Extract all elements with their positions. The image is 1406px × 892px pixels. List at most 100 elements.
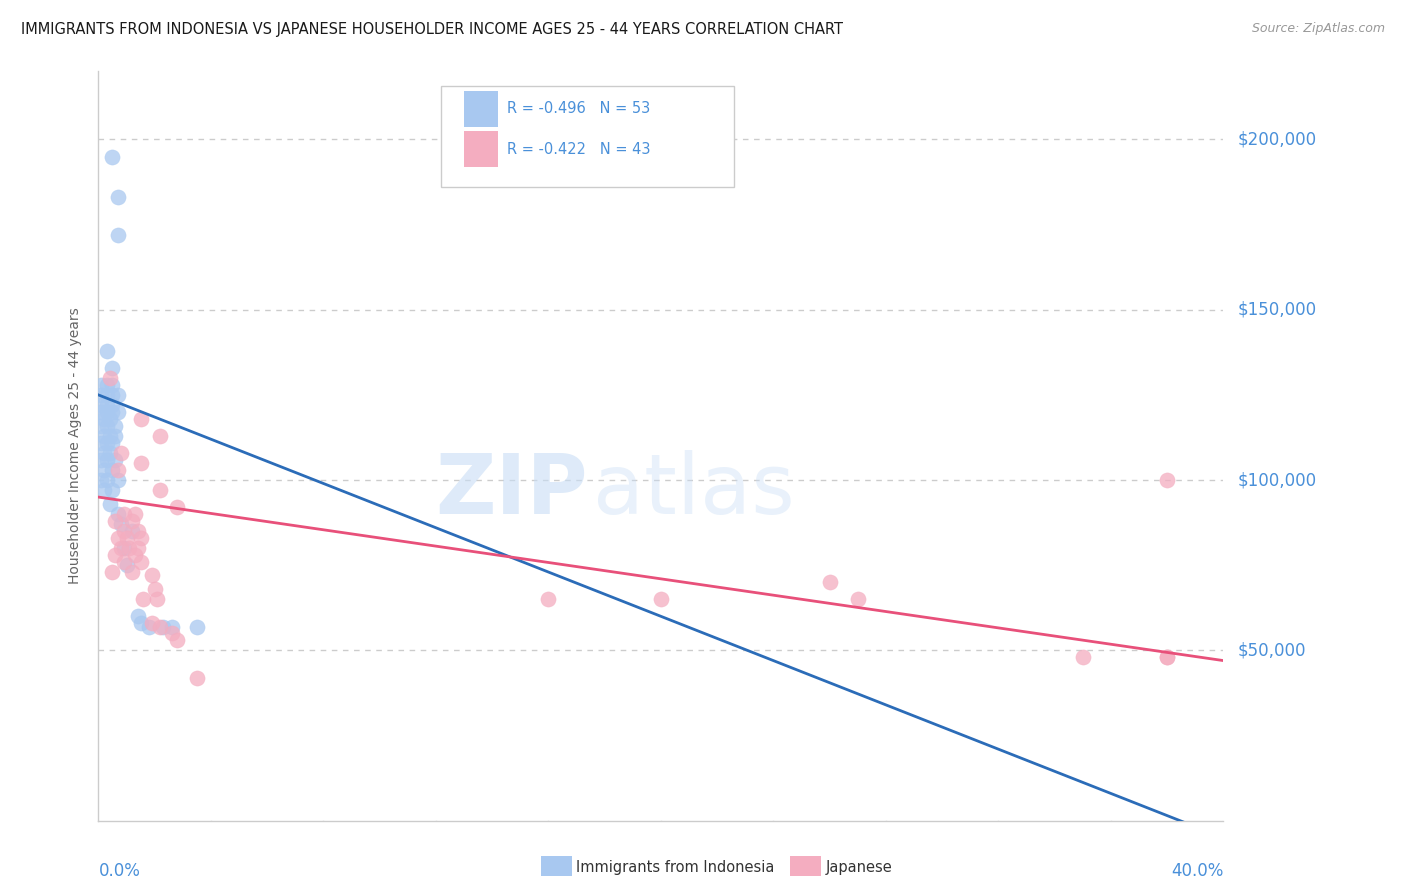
- Point: [166, 500, 188, 515]
- Point: [96, 377, 118, 392]
- Point: [96, 343, 118, 358]
- Text: $100,000: $100,000: [1237, 471, 1317, 489]
- Point: [104, 418, 127, 433]
- Point: [149, 619, 172, 633]
- Point: [101, 388, 124, 402]
- Point: [96, 435, 118, 450]
- Bar: [464, 91, 498, 127]
- Point: [818, 575, 841, 590]
- Point: [129, 411, 152, 425]
- Point: [90, 435, 112, 450]
- Point: [98, 371, 121, 385]
- Point: [1156, 650, 1178, 665]
- Point: [101, 149, 124, 163]
- Point: [101, 483, 124, 498]
- Point: [101, 377, 124, 392]
- Text: R = -0.496   N = 53: R = -0.496 N = 53: [506, 101, 650, 116]
- Point: [127, 609, 149, 624]
- Point: [107, 473, 129, 487]
- Point: [112, 507, 135, 521]
- Point: [93, 483, 115, 498]
- Point: [96, 418, 118, 433]
- FancyBboxPatch shape: [441, 87, 734, 187]
- Point: [101, 360, 124, 375]
- Text: R = -0.422   N = 43: R = -0.422 N = 43: [506, 142, 650, 157]
- Point: [96, 405, 118, 419]
- Point: [124, 548, 146, 562]
- Point: [104, 514, 127, 528]
- Bar: [464, 131, 498, 167]
- Text: $200,000: $200,000: [1237, 130, 1317, 148]
- Point: [141, 616, 163, 631]
- Point: [166, 633, 188, 648]
- Point: [149, 483, 172, 498]
- Point: [160, 619, 183, 633]
- Point: [104, 548, 127, 562]
- Text: IMMIGRANTS FROM INDONESIA VS JAPANESE HOUSEHOLDER INCOME AGES 25 - 44 YEARS CORR: IMMIGRANTS FROM INDONESIA VS JAPANESE HO…: [21, 22, 844, 37]
- Point: [90, 473, 112, 487]
- Point: [96, 388, 118, 402]
- Point: [112, 541, 135, 556]
- Point: [90, 398, 112, 412]
- Point: [118, 541, 141, 556]
- Point: [107, 507, 129, 521]
- Point: [129, 555, 152, 569]
- Point: [1156, 650, 1178, 665]
- Point: [138, 619, 160, 633]
- Point: [107, 405, 129, 419]
- Point: [90, 377, 112, 392]
- Point: [104, 429, 127, 443]
- Point: [129, 456, 152, 470]
- Point: [121, 565, 143, 579]
- Point: [132, 592, 155, 607]
- Point: [112, 555, 135, 569]
- Point: [186, 619, 208, 633]
- Point: [107, 227, 129, 242]
- Point: [127, 541, 149, 556]
- Point: [96, 473, 118, 487]
- Point: [149, 429, 172, 443]
- Point: [98, 411, 121, 425]
- Point: [110, 446, 132, 460]
- Text: Source: ZipAtlas.com: Source: ZipAtlas.com: [1251, 22, 1385, 36]
- Point: [127, 524, 149, 538]
- Point: [93, 411, 115, 425]
- Point: [129, 531, 152, 545]
- Point: [90, 405, 112, 419]
- Point: [1071, 650, 1094, 665]
- Text: 40.0%: 40.0%: [1171, 862, 1223, 880]
- Y-axis label: Householder Income Ages 25 - 44 years: Householder Income Ages 25 - 44 years: [69, 308, 83, 584]
- Point: [110, 517, 132, 532]
- Point: [107, 531, 129, 545]
- Text: ZIP: ZIP: [436, 450, 588, 532]
- Text: Immigrants from Indonesia: Immigrants from Indonesia: [576, 860, 775, 874]
- Point: [143, 582, 166, 596]
- Point: [98, 429, 121, 443]
- Point: [107, 388, 129, 402]
- Point: [101, 398, 124, 412]
- Text: atlas: atlas: [593, 450, 794, 532]
- Point: [101, 463, 124, 477]
- Point: [152, 619, 174, 633]
- Text: 0.0%: 0.0%: [98, 862, 141, 880]
- Point: [129, 616, 152, 631]
- Point: [846, 592, 869, 607]
- Point: [160, 626, 183, 640]
- Point: [101, 405, 124, 419]
- Point: [537, 592, 560, 607]
- Point: [101, 435, 124, 450]
- Point: [107, 190, 129, 204]
- Point: [110, 541, 132, 556]
- Point: [90, 388, 112, 402]
- Point: [121, 514, 143, 528]
- Point: [96, 452, 118, 467]
- Point: [141, 568, 163, 582]
- Point: [98, 446, 121, 460]
- Point: [146, 592, 169, 607]
- Point: [115, 531, 138, 545]
- Point: [93, 429, 115, 443]
- Point: [104, 452, 127, 467]
- Point: [1156, 473, 1178, 487]
- Point: [650, 592, 672, 607]
- Text: $150,000: $150,000: [1237, 301, 1317, 318]
